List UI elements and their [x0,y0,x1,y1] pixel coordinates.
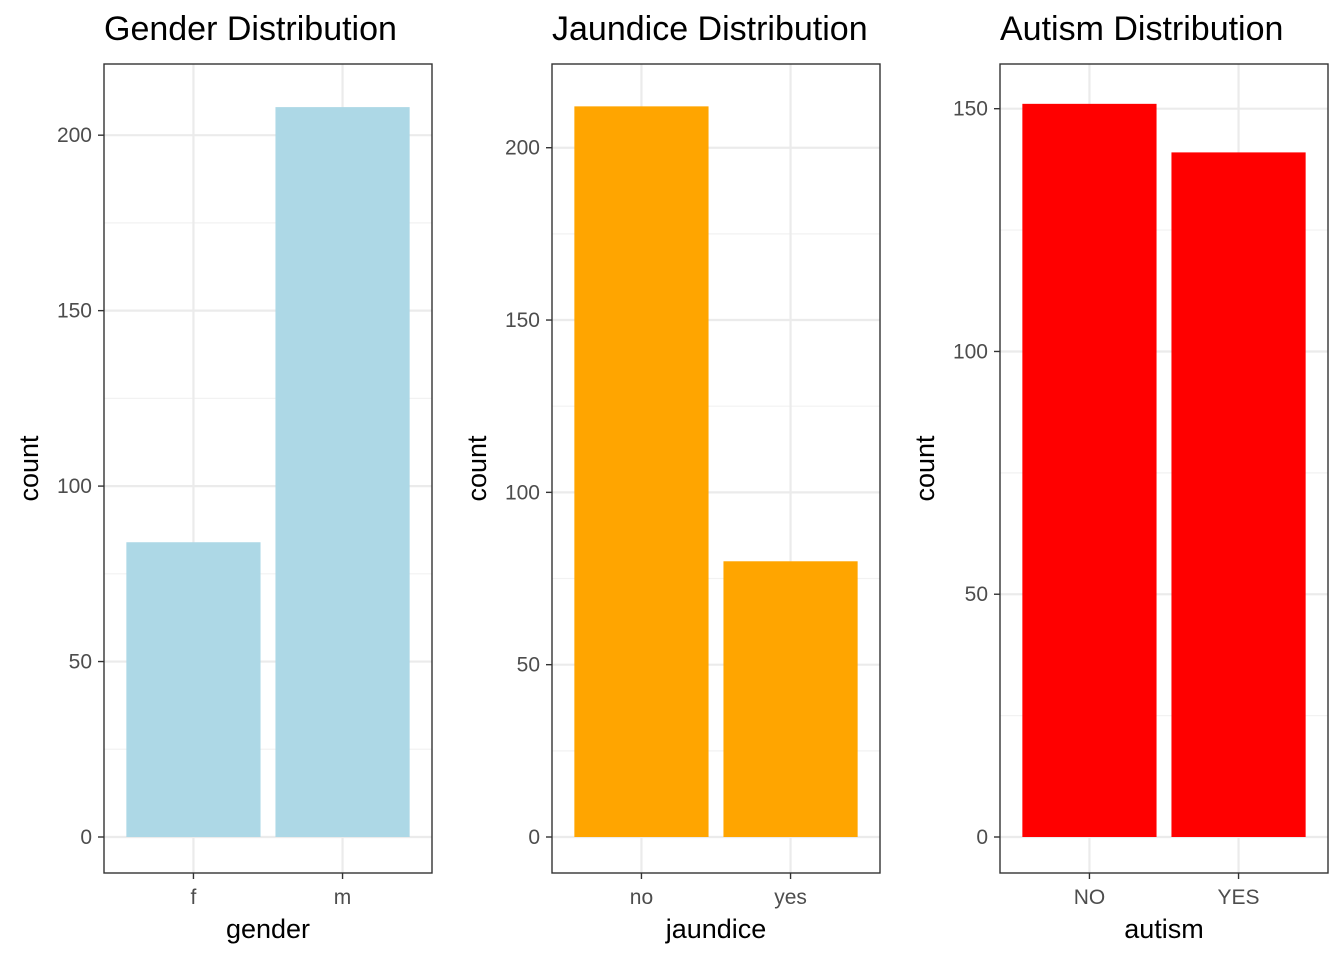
panel-border [551,63,881,874]
x-tick-label: no [630,886,653,909]
chart-title: Autism Distribution [1000,10,1283,48]
bar-no [574,106,709,838]
chart-panel-3: 0 50 100 150 NO YES Autism Distribution autism c… [910,10,1329,944]
y-tick-label: 100 [505,481,540,504]
x-tick-label: YES [1218,886,1260,909]
y-tick-label: 50 [69,651,92,674]
y-tick-label: 50 [965,583,988,606]
x-tick-label: NO [1074,886,1106,909]
bar-m [275,107,410,838]
y-tick-label: 150 [57,300,92,323]
x-tick-label: yes [774,886,807,909]
x-axis-title: autism [1124,914,1204,944]
chart-panel-1: 0 50 100 150 200 f m Gender Distribution gender c… [14,10,433,944]
y-tick-label: 200 [57,124,92,147]
x-axis-title: gender [226,914,310,944]
y-tick-label: 0 [528,826,540,849]
y-tick-label: 150 [505,309,540,332]
y-tick-label: 100 [953,340,988,363]
y-tick-label: 50 [517,654,540,677]
y-tick-label: 200 [505,137,540,160]
y-axis-title: count [462,435,492,502]
chart-title: Jaundice Distribution [552,10,868,48]
bar-yes [723,561,858,837]
y-tick-label: 0 [80,826,92,849]
chart-panel-2: 0 50 100 150 200 no yes Jaundice Distribution ja… [462,10,881,944]
y-tick-label: 100 [57,475,92,498]
y-axis-title: count [14,435,44,502]
chart-title: Gender Distribution [104,10,397,48]
panel-border [999,63,1329,874]
y-tick-label: 0 [976,826,988,849]
bar-YES [1171,152,1306,837]
bar-f [126,542,261,837]
y-tick-label: 150 [953,98,988,121]
x-axis-title: jaundice [665,914,767,944]
panel-border [103,63,433,874]
y-axis-title: count [910,435,940,502]
bar-NO [1022,103,1157,837]
x-tick-label: f [191,886,197,909]
x-tick-label: m [334,886,352,909]
